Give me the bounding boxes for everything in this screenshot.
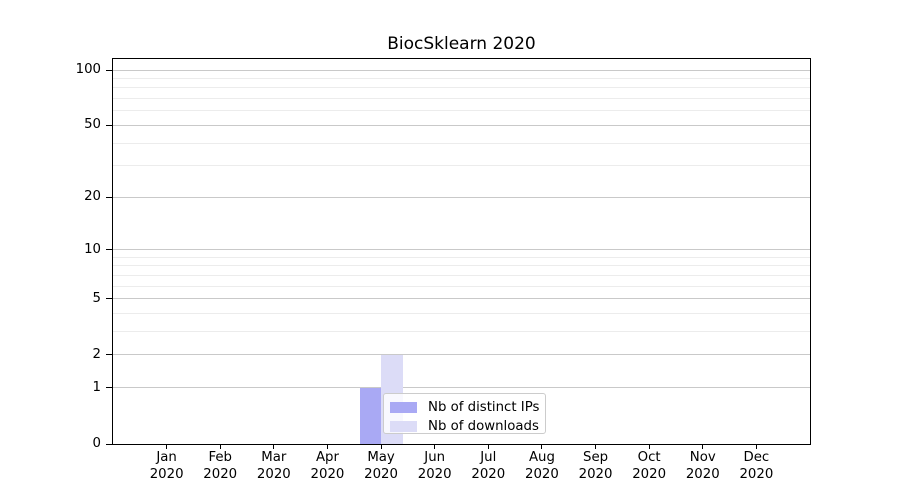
minor-gridline xyxy=(113,77,810,79)
minor-gridline xyxy=(113,331,810,333)
minor-gridline xyxy=(113,265,810,267)
y-axis-tick xyxy=(106,69,113,71)
x-tick-label: Aug 2020 xyxy=(525,450,559,482)
plot-area: Nb of distinct IPs Nb of downloads 0 1 2 5 1… xyxy=(76,58,811,482)
major-gridline xyxy=(113,298,810,300)
x-tick-label: Dec 2020 xyxy=(739,450,774,482)
major-gridline xyxy=(113,69,810,71)
x-axis-tick xyxy=(648,445,650,449)
x-axis-tick xyxy=(434,445,436,449)
major-gridline xyxy=(113,354,810,356)
x-tick-label: Feb 2020 xyxy=(203,450,238,482)
legend-swatch-downloads-icon xyxy=(390,420,417,432)
y-axis-tick xyxy=(106,249,113,251)
x-tick-label: Jun 2020 xyxy=(417,450,452,482)
x-tick-label: Jan 2020 xyxy=(149,450,184,482)
x-axis-tick xyxy=(166,445,168,449)
minor-gridline xyxy=(113,165,810,167)
bar-distinct-ips xyxy=(359,387,382,444)
y-axis-tick xyxy=(106,387,113,389)
minor-gridline xyxy=(113,313,810,315)
major-gridline xyxy=(113,387,810,389)
y-tick-label: 10 xyxy=(84,241,101,257)
minor-gridline xyxy=(113,274,810,276)
major-gridline xyxy=(113,249,810,251)
legend-item-distinct-ips: Nb of distinct IPs xyxy=(390,399,539,415)
minor-gridline xyxy=(113,110,810,112)
legend-swatch-distinct-ips-icon xyxy=(390,401,417,413)
y-tick-label: 0 xyxy=(92,436,101,451)
major-gridline xyxy=(113,196,810,198)
x-axis-tick xyxy=(273,445,275,449)
x-axis-tick xyxy=(380,445,382,449)
y-axis-tick xyxy=(106,298,113,300)
x-tick-label: Apr 2020 xyxy=(310,450,345,482)
minor-gridline xyxy=(113,142,810,144)
x-tick-label: Nov 2020 xyxy=(685,450,720,482)
x-axis-tick xyxy=(487,445,489,449)
x-axis-tick xyxy=(755,445,757,449)
y-tick-label: 5 xyxy=(92,290,101,306)
x-tick-label: May 2020 xyxy=(364,450,398,482)
plot-inner: Nb of distinct IPs Nb of downloads 0 1 2 5 1… xyxy=(76,59,810,482)
x-tick-label: Jul 2020 xyxy=(471,450,506,482)
x-axis-tick xyxy=(541,445,543,449)
legend-label-distinct-ips: Nb of distinct IPs xyxy=(428,399,540,415)
minor-gridline xyxy=(113,256,810,258)
minor-gridline xyxy=(113,285,810,287)
major-gridline xyxy=(113,124,810,126)
y-axis-tick xyxy=(106,354,113,356)
y-tick-label: 1 xyxy=(92,379,101,395)
x-axis-tick xyxy=(219,445,221,449)
minor-gridline xyxy=(113,98,810,100)
x-tick-label: Sep 2020 xyxy=(578,450,613,482)
x-axis-tick xyxy=(702,445,704,449)
chart-title: BiocSklearn 2020 xyxy=(387,34,536,54)
y-axis-tick xyxy=(106,124,113,126)
legend-label-downloads: Nb of downloads xyxy=(428,418,539,434)
x-axis-tick xyxy=(326,445,328,449)
y-tick-label: 100 xyxy=(75,62,101,77)
y-tick-label: 50 xyxy=(84,117,101,133)
y-axis-tick xyxy=(106,196,113,198)
legend-item-downloads: Nb of downloads xyxy=(390,418,539,434)
x-axis-tick xyxy=(595,445,597,449)
y-tick-label: 20 xyxy=(84,189,101,205)
x-tick-label: Oct 2020 xyxy=(632,450,667,482)
y-tick-label: 2 xyxy=(92,346,101,362)
y-axis-tick xyxy=(106,443,113,445)
x-tick-label: Mar 2020 xyxy=(256,450,291,482)
minor-gridline xyxy=(113,87,810,89)
legend: Nb of distinct IPs Nb of downloads xyxy=(383,393,546,434)
